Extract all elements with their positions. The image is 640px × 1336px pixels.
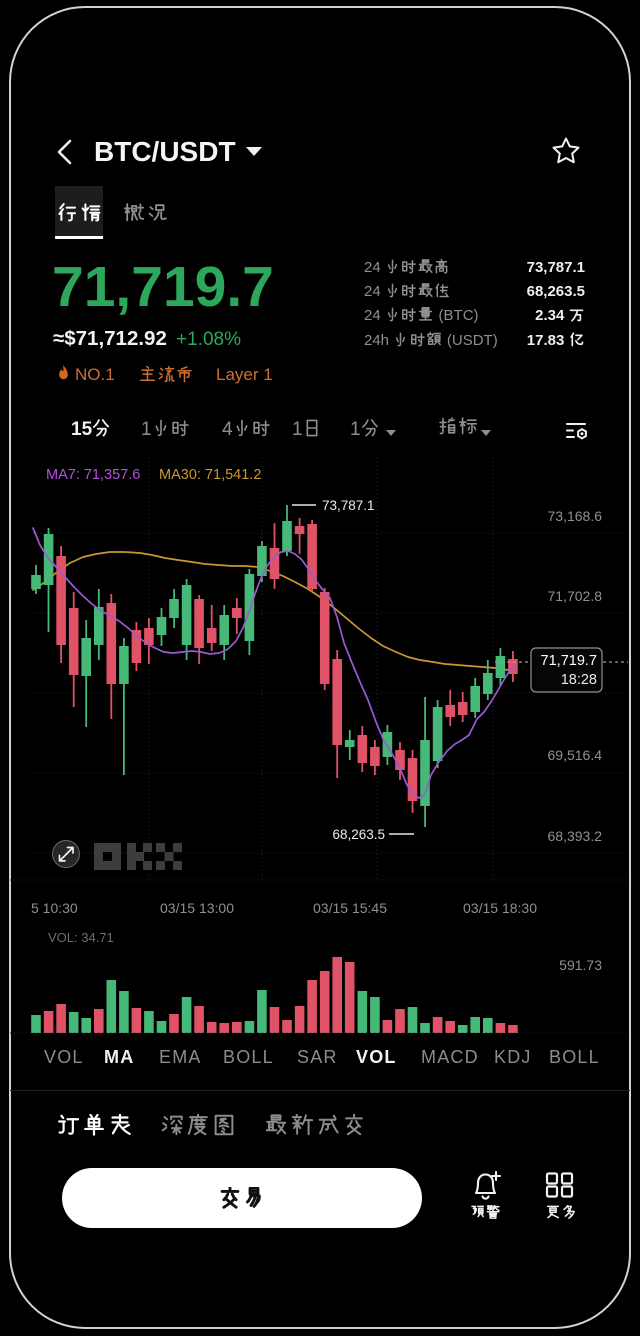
svg-text:MA30: 71,541.2: MA30: 71,541.2 <box>159 467 261 483</box>
svg-text:03/15 18:30: 03/15 18:30 <box>463 900 537 916</box>
svg-text:5 10:30: 5 10:30 <box>31 900 78 916</box>
svg-text:71,702.8: 71,702.8 <box>548 588 603 604</box>
svg-text:MA7: 71,357.6: MA7: 71,357.6 <box>46 467 140 483</box>
svg-text:69,516.4: 69,516.4 <box>548 747 603 763</box>
svg-text:18:28: 18:28 <box>561 672 597 688</box>
svg-text:73,787.1: 73,787.1 <box>322 498 375 513</box>
svg-text:591.73: 591.73 <box>559 957 602 973</box>
svg-text:03/15 13:00: 03/15 13:00 <box>160 900 234 916</box>
svg-text:VOL: 34.71: VOL: 34.71 <box>48 930 114 945</box>
svg-text:03/15 15:45: 03/15 15:45 <box>313 900 387 916</box>
svg-text:73,168.6: 73,168.6 <box>548 508 603 524</box>
svg-text:68,263.5: 68,263.5 <box>332 827 385 842</box>
svg-text:71,719.7: 71,719.7 <box>541 653 597 669</box>
svg-text:68,393.2: 68,393.2 <box>548 828 603 844</box>
